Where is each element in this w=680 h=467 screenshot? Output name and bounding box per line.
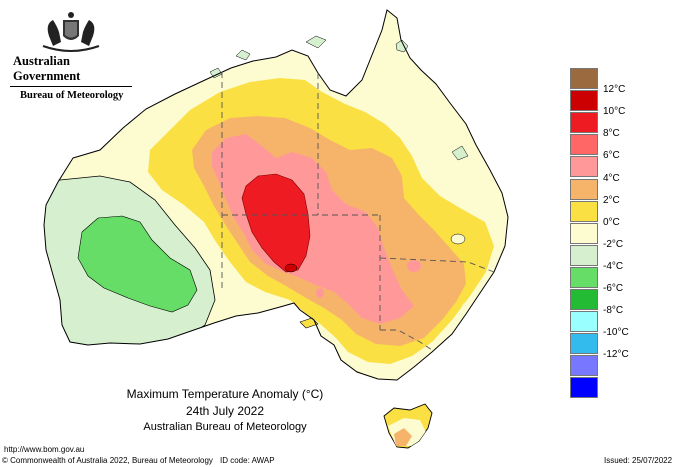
issued-date-text: Issued: 25/07/2022 (604, 456, 673, 465)
legend-swatch (570, 333, 598, 355)
map-title-block: Maximum Temperature Anomaly (°C) 24th Ju… (100, 386, 350, 435)
legend-swatch (570, 311, 598, 333)
coastline (43, 9, 509, 381)
legend-label: -2°C (603, 238, 624, 250)
legend-swatch (570, 200, 598, 222)
legend-label: 10°C (603, 106, 626, 118)
legend-label: 8°C (603, 128, 620, 140)
legend-label: -6°C (603, 283, 624, 294)
legend-swatch (570, 90, 598, 112)
legend-swatch (570, 156, 598, 178)
legend-swatch (570, 377, 598, 399)
legend-swatch (570, 244, 598, 266)
legend-label: 12°C (603, 84, 626, 96)
legend-label: 4°C (603, 172, 620, 184)
footer-bar: © Commonwealth of Australia 2022, Bureau… (0, 455, 680, 467)
government-logo: Australian Government Bureau of Meteorol… (10, 10, 132, 101)
zone-green (77, 215, 198, 313)
legend-label: 0°C (603, 216, 620, 228)
legend-label: 2°C (603, 194, 620, 206)
bureau-title: Bureau of Meteorology (20, 90, 124, 101)
government-title: Australian Government (13, 54, 81, 83)
copyright-text: © Commonwealth of Australia 2022, Bureau… (2, 456, 213, 465)
legend-swatch (570, 178, 598, 200)
legend-label: 6°C (603, 150, 620, 162)
legend-swatch (570, 355, 598, 377)
legend-swatch (570, 134, 598, 156)
map-title: Maximum Temperature Anomaly (°C) (126, 387, 324, 401)
legend-label: -4°C (603, 260, 624, 272)
zone-red (241, 173, 311, 273)
legend-swatch (570, 222, 598, 244)
id-code-text: ID code: AWAP (220, 456, 275, 465)
legend-swatch (570, 112, 598, 134)
logo-divider (10, 86, 132, 87)
map-source: Australian Bureau of Meteorology (143, 421, 307, 433)
coat-of-arms-icon (42, 12, 100, 52)
legend-label: -10°C (603, 327, 629, 339)
zone-dark-red (284, 263, 298, 273)
map-date: 24th July 2022 (185, 404, 265, 418)
legend-label: -12°C (603, 349, 629, 361)
legend-label: -8°C (603, 305, 624, 317)
website-url: http://www.bom.gov.au (4, 445, 85, 454)
legend-swatch (570, 266, 598, 288)
legend-swatch (570, 289, 598, 310)
legend-swatch (570, 68, 598, 89)
state-borders (221, 72, 495, 351)
